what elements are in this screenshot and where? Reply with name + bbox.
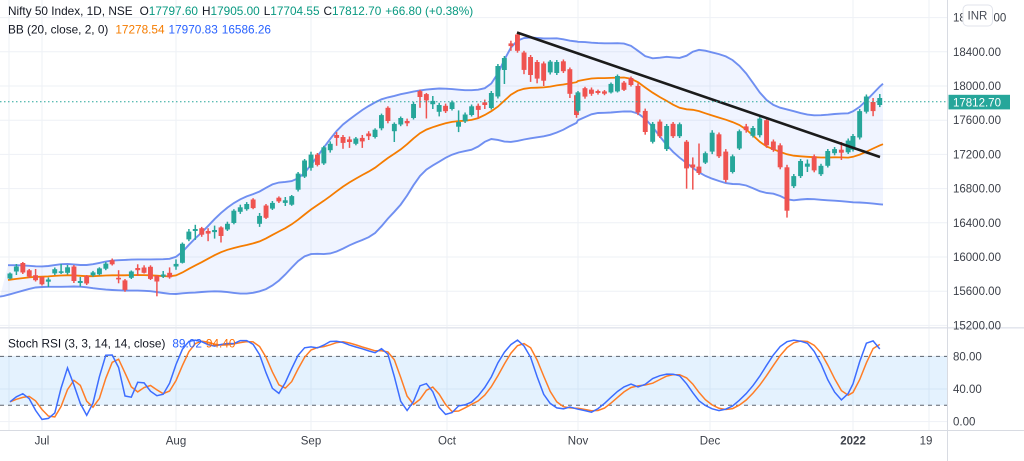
svg-text:Stoch RSI (3, 3, 14, 14, close: Stoch RSI (3, 3, 14, 14, close) 89.02 94.4… (8, 337, 236, 351)
svg-text:80.00: 80.00 (953, 351, 982, 363)
svg-text:INR: INR (968, 11, 988, 23)
svg-text:16400.00: 16400.00 (953, 218, 1001, 230)
svg-text:15600.00: 15600.00 (953, 286, 1001, 298)
svg-text:Aug: Aug (166, 436, 186, 448)
svg-text:0.00: 0.00 (953, 417, 975, 429)
svg-text:Sep: Sep (301, 436, 321, 448)
svg-text:16000.00: 16000.00 (953, 252, 1001, 264)
svg-text:Dec: Dec (700, 436, 721, 448)
svg-text:00: 00 (994, 13, 1007, 25)
svg-text:16800.00: 16800.00 (953, 184, 1001, 196)
svg-text:17200.00: 17200.00 (953, 149, 1001, 161)
svg-text:17812.70: 17812.70 (953, 97, 1001, 109)
svg-text:19: 19 (920, 436, 933, 448)
svg-text:40.00: 40.00 (953, 384, 982, 396)
svg-text:Jul: Jul (35, 436, 50, 448)
svg-text:Oct: Oct (438, 436, 457, 448)
svg-text:18000.00: 18000.00 (953, 81, 1001, 93)
svg-text:17600.00: 17600.00 (953, 115, 1001, 127)
svg-text:2022: 2022 (840, 436, 866, 448)
svg-text:18400.00: 18400.00 (953, 47, 1001, 59)
svg-text:15200.00: 15200.00 (953, 320, 1001, 332)
svg-text:Nov: Nov (568, 436, 589, 448)
